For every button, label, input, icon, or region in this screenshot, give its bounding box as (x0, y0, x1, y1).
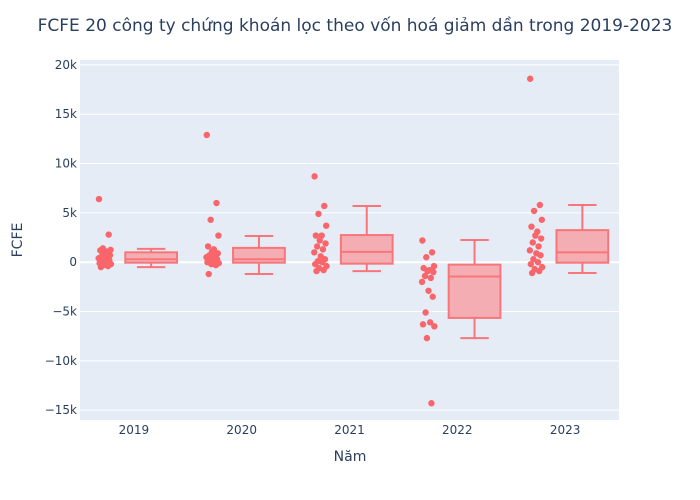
data-point (315, 210, 322, 218)
data-point (204, 243, 212, 250)
data-point (212, 261, 220, 269)
data-point (421, 272, 429, 280)
y-tick-label: −5k (52, 305, 77, 319)
x-tick-label: 2023 (550, 423, 581, 437)
data-point (526, 247, 534, 254)
data-point (313, 243, 321, 250)
y-tick-label: 10k (55, 157, 77, 171)
box-group-2021 (311, 173, 394, 275)
data-point (530, 207, 538, 215)
x-tick-labels: 2019 2020 2021 2022 2023 (119, 423, 581, 437)
data-point (428, 249, 436, 256)
data-point (537, 235, 545, 242)
y-tick-label: 0 (69, 255, 77, 269)
data-point (419, 321, 427, 328)
data-point (532, 232, 539, 239)
data-point (215, 232, 222, 239)
y-tick-label: 5k (62, 206, 77, 220)
data-point (536, 267, 543, 275)
x-tick-label: 2020 (226, 423, 257, 437)
box-series (95, 75, 610, 407)
data-point (418, 278, 426, 286)
data-point (427, 274, 434, 282)
data-point (203, 131, 210, 139)
data-point (321, 202, 328, 210)
data-point (323, 222, 330, 229)
chart-title: FCFE 20 công ty chứng khoán lọc theo vốn… (38, 15, 673, 36)
box-iqr (447, 263, 502, 319)
data-point (534, 258, 542, 266)
box-group-2023 (526, 75, 610, 277)
data-point (207, 216, 214, 223)
data-point (104, 262, 112, 270)
data-point (312, 260, 319, 268)
data-point (528, 269, 536, 277)
box-group-2022 (418, 237, 502, 407)
y-tick-labels: −15k −10k −5k 0 5k 10k 15k 20k (45, 58, 77, 417)
y-tick-label: 15k (55, 107, 77, 121)
data-point (528, 223, 535, 230)
data-point (311, 249, 318, 256)
data-point (428, 400, 435, 407)
data-point (535, 243, 542, 250)
data-point (527, 260, 535, 268)
box-iqr (232, 246, 286, 264)
data-point (95, 195, 103, 203)
data-point (318, 232, 325, 239)
x-tick-label: 2022 (442, 423, 473, 437)
data-point (205, 270, 212, 278)
box-group-2019 (95, 195, 179, 271)
data-point (316, 237, 323, 244)
box-iqr (555, 229, 610, 264)
data-point (312, 232, 320, 239)
data-point (105, 231, 112, 238)
data-point (313, 267, 320, 275)
data-point (320, 266, 327, 274)
data-point (429, 293, 436, 300)
data-point (423, 254, 430, 261)
data-point (538, 216, 546, 223)
data-point (213, 199, 220, 207)
data-point (97, 263, 105, 271)
data-point (431, 323, 438, 330)
data-point (526, 75, 534, 82)
data-point (529, 239, 536, 246)
data-point (419, 237, 426, 244)
data-point (430, 262, 438, 270)
x-tick-label: 2021 (334, 423, 365, 437)
data-point (537, 252, 544, 259)
box-iqr (124, 251, 179, 264)
data-point (426, 319, 434, 326)
data-point (311, 173, 318, 180)
y-axis-label: FCFE (10, 223, 26, 258)
data-point (530, 256, 537, 263)
data-point (319, 258, 326, 266)
y-tick-label: −15k (45, 403, 77, 417)
x-axis-label: Năm (334, 449, 367, 465)
data-point (425, 287, 432, 294)
x-tick-label: 2019 (119, 423, 150, 437)
data-point (430, 268, 437, 276)
data-point (424, 267, 431, 275)
box-group-2020 (203, 131, 286, 278)
data-point (536, 201, 544, 209)
y-tick-label: −10k (45, 354, 77, 368)
y-tick-label: 20k (55, 58, 77, 72)
data-point (423, 334, 431, 342)
data-point (422, 309, 429, 316)
data-point (319, 246, 327, 253)
box-iqr (339, 234, 394, 265)
data-point (322, 240, 329, 247)
